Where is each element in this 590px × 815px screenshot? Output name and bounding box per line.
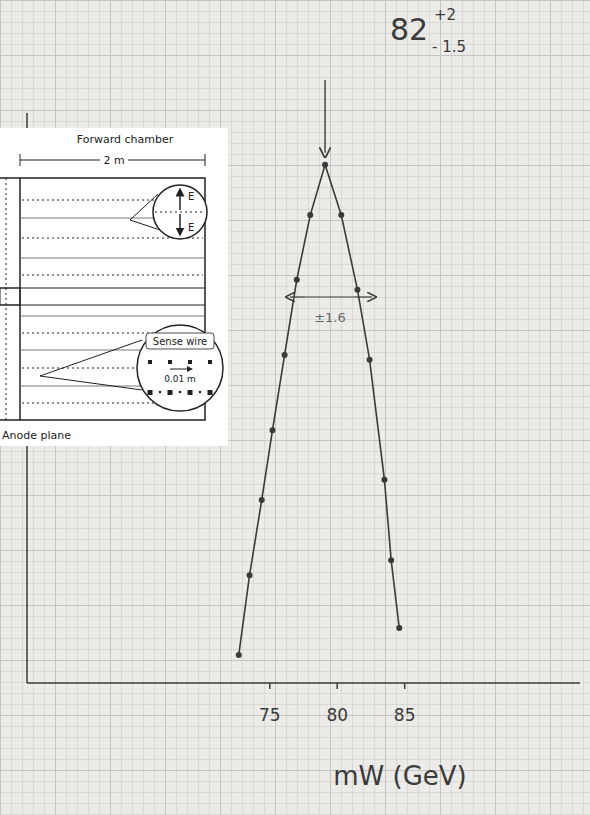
svg-text:2 m: 2 m: [103, 154, 124, 167]
svg-text:E: E: [188, 222, 194, 233]
svg-text:Sense wire: Sense wire: [153, 336, 207, 347]
svg-text:E: E: [188, 191, 194, 202]
svg-text:mW (GeV): mW (GeV): [333, 761, 467, 791]
svg-text:±1.6: ±1.6: [314, 310, 346, 325]
svg-text:Forward chamber: Forward chamber: [77, 133, 174, 146]
svg-text:0.01 m: 0.01 m: [164, 374, 196, 384]
svg-text:85: 85: [394, 705, 416, 725]
svg-text:80: 80: [326, 705, 348, 725]
svg-text:Anode plane: Anode plane: [2, 429, 71, 442]
svg-text:75: 75: [259, 705, 281, 725]
svg-text:- 1.5: - 1.5: [432, 38, 466, 56]
svg-text:+2: +2: [434, 6, 456, 24]
svg-text:82: 82: [390, 12, 428, 47]
